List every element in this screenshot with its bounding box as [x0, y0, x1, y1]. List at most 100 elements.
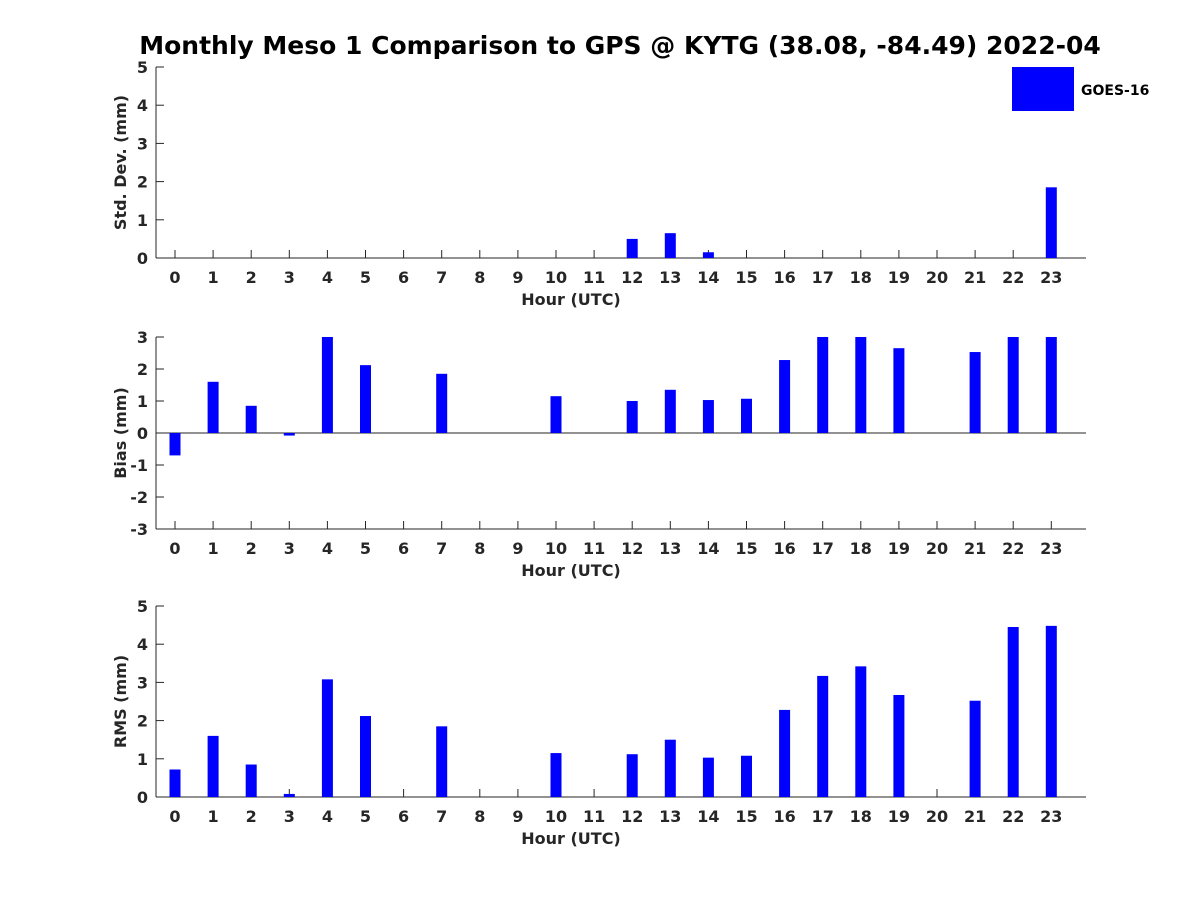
- bar: [741, 755, 752, 797]
- x-tick-label: 10: [545, 807, 567, 826]
- bar: [969, 352, 981, 433]
- x-tick-label: 6: [398, 539, 409, 558]
- x-tick-label: 19: [888, 807, 910, 826]
- bar: [550, 396, 562, 433]
- legend-swatch: [1012, 67, 1074, 111]
- bar: [245, 764, 257, 797]
- bar: [1045, 625, 1057, 797]
- bar: [360, 365, 371, 433]
- bar: [779, 709, 791, 797]
- x-tick-label: 15: [735, 268, 757, 287]
- x-tick-label: 0: [169, 807, 180, 826]
- bar: [893, 695, 905, 797]
- y-tick-label: -2: [130, 488, 148, 507]
- x-tick-label: 20: [926, 268, 948, 287]
- x-tick-label: 13: [659, 539, 681, 558]
- x-tick-label: 14: [697, 807, 719, 826]
- x-tick-label: 14: [697, 539, 719, 558]
- x-tick-label: 3: [284, 539, 295, 558]
- y-tick-label: 3: [137, 134, 148, 153]
- bar: [855, 666, 867, 797]
- x-tick-label: 4: [322, 268, 333, 287]
- x-tick-label: 8: [474, 807, 485, 826]
- legend: GOES-16: [1012, 67, 1149, 111]
- x-tick-label: 12: [621, 539, 643, 558]
- bar: [664, 739, 676, 797]
- y-tick-label: 0: [137, 788, 148, 807]
- bar: [817, 675, 829, 797]
- x-tick-label: 18: [850, 268, 872, 287]
- y-tick-label: 4: [137, 96, 148, 115]
- x-tick-label: 16: [773, 807, 795, 826]
- x-tick-label: 1: [208, 807, 219, 826]
- x-tick-label: 12: [621, 807, 643, 826]
- bar: [626, 754, 638, 797]
- x-tick-label: 19: [888, 539, 910, 558]
- x-tick-label: 16: [773, 539, 795, 558]
- x-tick-label: 7: [436, 807, 447, 826]
- x-tick-label: 7: [436, 539, 447, 558]
- x-axis-label: Hour (UTC): [521, 290, 621, 309]
- x-tick-label: 4: [322, 539, 333, 558]
- x-tick-label: 3: [284, 268, 295, 287]
- y-tick-label: -3: [130, 520, 148, 539]
- y-axis-label: Std. Dev. (mm): [111, 95, 130, 230]
- y-tick-label: 1: [137, 750, 148, 769]
- x-tick-label: 0: [169, 268, 180, 287]
- x-tick-label: 11: [583, 539, 605, 558]
- bar: [321, 679, 333, 797]
- bar: [969, 700, 981, 797]
- x-tick-label: 15: [735, 539, 757, 558]
- bar: [169, 769, 181, 797]
- bar: [283, 793, 295, 797]
- bar: [893, 348, 905, 433]
- y-tick-label: 0: [137, 424, 148, 443]
- bar: [1007, 337, 1019, 433]
- bar: [664, 389, 676, 433]
- bar: [855, 337, 867, 433]
- y-tick-label: -1: [130, 456, 148, 475]
- bar: [550, 753, 562, 797]
- x-axis-label: Hour (UTC): [521, 561, 621, 580]
- x-tick-label: 11: [583, 807, 605, 826]
- bar: [245, 405, 257, 433]
- y-tick-label: 1: [137, 392, 148, 411]
- y-tick-label: 2: [137, 712, 148, 731]
- x-tick-label: 0: [169, 539, 180, 558]
- x-tick-label: 23: [1040, 268, 1062, 287]
- x-tick-label: 21: [964, 268, 986, 287]
- x-tick-label: 2: [246, 268, 257, 287]
- x-tick-label: 9: [512, 539, 523, 558]
- bar: [702, 400, 714, 433]
- bar: [1045, 187, 1057, 258]
- y-tick-label: 5: [137, 58, 148, 77]
- bar: [321, 337, 333, 433]
- x-tick-label: 2: [246, 539, 257, 558]
- x-tick-label: 17: [812, 539, 834, 558]
- bar: [779, 360, 791, 433]
- x-tick-label: 20: [926, 807, 948, 826]
- x-tick-label: 5: [360, 539, 371, 558]
- x-axis-label: Hour (UTC): [521, 829, 621, 848]
- y-tick-label: 0: [137, 249, 148, 268]
- y-tick-label: 3: [137, 328, 148, 347]
- x-tick-label: 22: [1002, 268, 1024, 287]
- x-tick-label: 5: [360, 807, 371, 826]
- x-tick-label: 23: [1040, 807, 1062, 826]
- bar: [626, 238, 638, 258]
- bar: [664, 233, 676, 258]
- bar: [436, 373, 448, 433]
- y-tick-label: 2: [137, 360, 148, 379]
- bar: [741, 398, 752, 433]
- x-tick-label: 9: [512, 807, 523, 826]
- x-tick-label: 10: [545, 539, 567, 558]
- x-tick-label: 22: [1002, 539, 1024, 558]
- x-tick-label: 23: [1040, 539, 1062, 558]
- y-tick-label: 3: [137, 673, 148, 692]
- bar: [169, 433, 181, 456]
- bar: [436, 726, 448, 797]
- x-tick-label: 12: [621, 268, 643, 287]
